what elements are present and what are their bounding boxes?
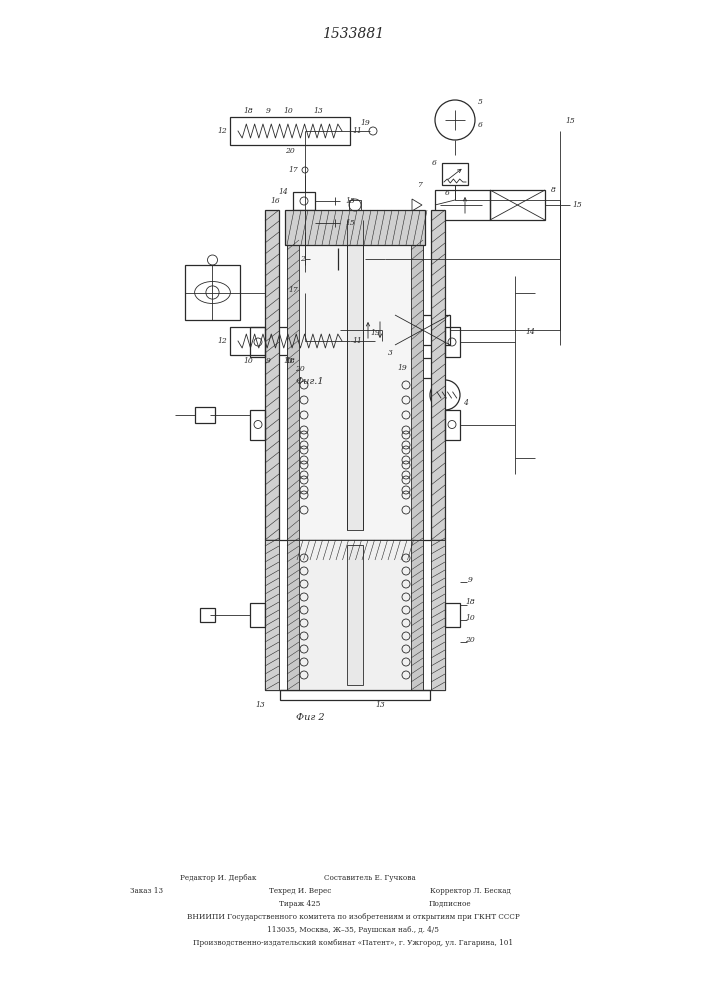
Text: 10: 10	[283, 107, 293, 115]
Bar	[445, 327, 460, 357]
Text: 113035, Москва, Ж–35, Раушская наб., д. 4/5: 113035, Москва, Ж–35, Раушская наб., д. …	[267, 926, 439, 934]
Bar	[287, 210, 423, 540]
Text: 14: 14	[525, 328, 535, 336]
Bar	[280, 690, 430, 700]
Text: 12: 12	[217, 337, 227, 345]
Bar	[287, 540, 299, 690]
Text: ВНИИПИ Государственного комитета по изобретениям и открытиям при ГКНТ СССР: ВНИИПИ Государственного комитета по изоб…	[187, 913, 520, 921]
Text: 4: 4	[462, 399, 467, 407]
Text: Фиг 2: Фиг 2	[296, 714, 325, 722]
Bar	[490, 190, 545, 220]
Text: Подписное: Подписное	[428, 900, 472, 908]
Bar	[265, 540, 279, 690]
Bar	[411, 540, 423, 690]
Text: 10: 10	[243, 357, 253, 365]
Bar	[293, 192, 315, 210]
Bar	[230, 117, 350, 145]
Text: 15: 15	[572, 201, 582, 209]
Text: 6: 6	[431, 159, 436, 167]
Text: 16: 16	[270, 197, 280, 205]
Bar	[445, 603, 460, 627]
Text: 19: 19	[397, 364, 407, 372]
Text: 10: 10	[465, 613, 475, 621]
Text: 13: 13	[313, 107, 323, 115]
Text: 6: 6	[477, 121, 482, 129]
Text: Заказ 13: Заказ 13	[130, 887, 163, 895]
Bar	[250, 327, 265, 357]
Text: Составитель Е. Гучкова: Составитель Е. Гучкова	[324, 874, 416, 882]
Bar	[200, 608, 215, 622]
Text: 18: 18	[465, 598, 475, 606]
Bar	[347, 545, 363, 685]
Text: 20: 20	[465, 636, 475, 644]
Bar	[265, 210, 279, 540]
Text: 20: 20	[295, 365, 305, 373]
Text: Корректор Л. Бескад: Корректор Л. Бескад	[430, 887, 510, 895]
Text: Редактор И. Дербак: Редактор И. Дербак	[180, 874, 257, 882]
Text: 11: 11	[352, 127, 362, 135]
Bar	[410, 358, 440, 378]
Bar	[340, 315, 395, 345]
Text: 2: 2	[300, 255, 305, 263]
Bar	[445, 410, 460, 440]
Bar	[411, 210, 423, 540]
Bar	[230, 327, 350, 355]
Bar	[349, 200, 361, 210]
Text: 8: 8	[551, 186, 556, 194]
Bar	[431, 540, 445, 690]
Text: 18: 18	[285, 357, 295, 365]
Bar	[295, 540, 415, 560]
Bar	[347, 220, 363, 530]
Text: Фиг.1: Фиг.1	[296, 377, 325, 386]
Bar	[431, 210, 445, 540]
Bar	[335, 560, 375, 568]
Text: 12: 12	[217, 127, 227, 135]
Bar	[310, 248, 365, 270]
Text: 13: 13	[375, 701, 385, 709]
Bar	[185, 265, 240, 320]
Text: 15: 15	[565, 117, 575, 125]
Text: 1533881: 1533881	[322, 27, 384, 41]
Text: 20: 20	[285, 147, 295, 155]
Text: Производственно-издательский комбинат «Патент», г. Ужгород, ул. Гагарина, 101: Производственно-издательский комбинат «П…	[193, 939, 513, 947]
Text: 19: 19	[370, 329, 380, 337]
Text: 14: 14	[278, 188, 288, 196]
Circle shape	[303, 256, 308, 261]
Text: 17: 17	[288, 166, 298, 174]
Bar	[285, 210, 425, 245]
Text: Техред И. Верес: Техред И. Верес	[269, 887, 331, 895]
Text: 13: 13	[255, 701, 265, 709]
Bar	[293, 214, 315, 232]
Text: 6: 6	[445, 189, 450, 197]
Bar	[265, 540, 445, 690]
Text: 9: 9	[266, 107, 271, 115]
Bar	[395, 315, 450, 345]
Text: 13: 13	[283, 357, 293, 365]
Text: 17: 17	[288, 286, 298, 294]
Text: 11: 11	[352, 337, 362, 345]
Bar	[195, 407, 215, 423]
Text: 9: 9	[467, 576, 472, 584]
Text: 9: 9	[266, 357, 271, 365]
Bar	[287, 540, 423, 690]
Text: 19: 19	[360, 119, 370, 127]
Text: 18: 18	[243, 107, 253, 115]
Bar	[435, 190, 490, 220]
Text: 5: 5	[477, 98, 482, 106]
Bar	[287, 210, 299, 540]
Text: 15: 15	[345, 197, 355, 205]
Text: 7: 7	[418, 181, 423, 189]
Bar	[442, 163, 468, 185]
Text: 15: 15	[345, 219, 355, 227]
Bar	[250, 603, 265, 627]
Text: Тираж 425: Тираж 425	[279, 900, 321, 908]
Text: 3: 3	[387, 349, 392, 357]
Bar	[250, 410, 265, 440]
